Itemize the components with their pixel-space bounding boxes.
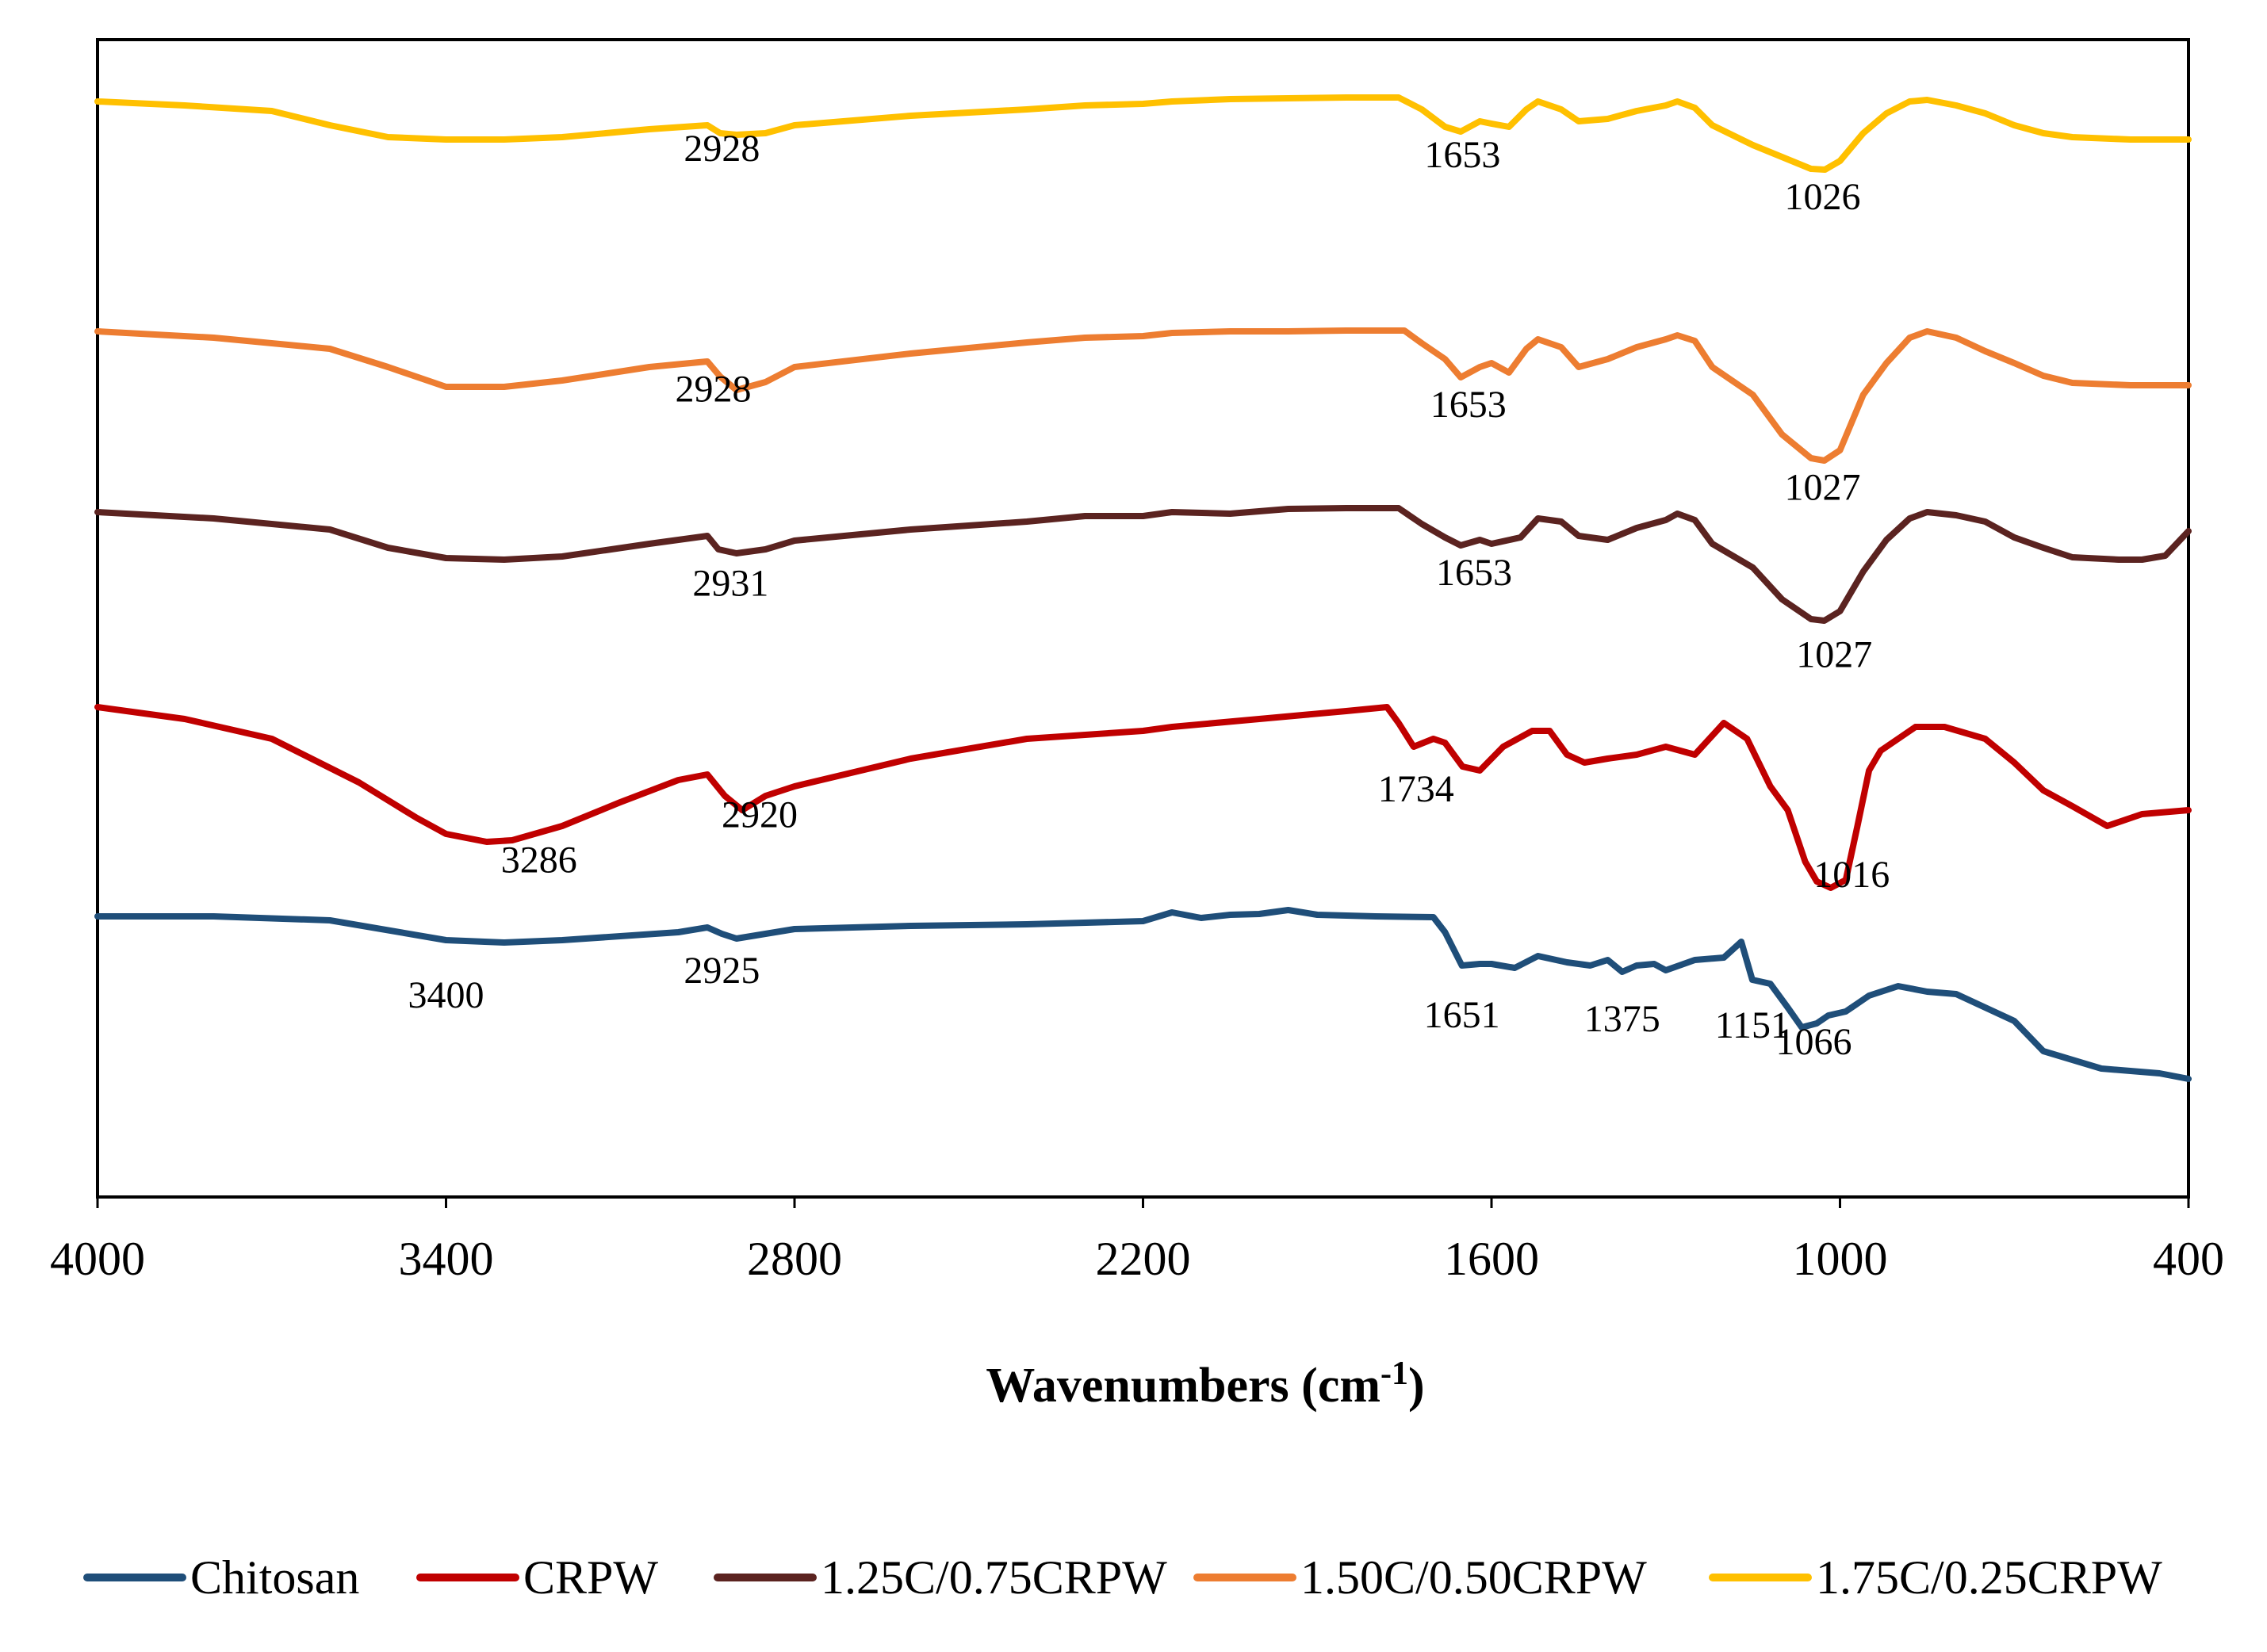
x-tick-label: 4000	[50, 1233, 145, 1285]
peak-label: 2920	[722, 794, 798, 836]
peak-label: 2931	[692, 562, 768, 604]
series-line-3	[94, 327, 2192, 464]
peak-label: 3400	[408, 974, 484, 1016]
series-line-4	[94, 94, 2192, 173]
x-tick-label: 3400	[399, 1233, 494, 1285]
legend-label: 1.50C/0.50CRPW	[1300, 1551, 1647, 1604]
x-axis-title: Wavenumbers (cm-1)	[986, 1356, 1424, 1413]
peak-label: 2928	[676, 369, 752, 411]
x-axis-ticks: 4000 3400 2800 2200 1600 1000 400	[50, 1197, 2224, 1285]
x-tick-label: 400	[2153, 1233, 2224, 1285]
peak-label: 1653	[1436, 552, 1512, 594]
legend-label: CRPW	[523, 1551, 658, 1604]
peak-label: 1651	[1424, 994, 1500, 1036]
peak-label: 1066	[1776, 1021, 1852, 1063]
x-tick-label: 2200	[1096, 1233, 1191, 1285]
x-axis-title-close: )	[1408, 1359, 1425, 1413]
peak-label: 1027	[1796, 633, 1872, 675]
peak-label: 2928	[684, 128, 760, 170]
peak-label: 1734	[1378, 768, 1454, 810]
x-tick-label: 2800	[747, 1233, 842, 1285]
x-tick-label: 1000	[1793, 1233, 1888, 1285]
series-line-2	[94, 505, 2192, 624]
x-axis-title-main: Wavenumbers (cm	[986, 1359, 1380, 1413]
x-tick-label: 1600	[1444, 1233, 1539, 1285]
legend: Chitosan CRPW 1.25C/0.75CRPW 1.50C/0.50CRPW…	[83, 1551, 2162, 1604]
legend-label: 1.25C/0.75CRPW	[821, 1551, 1167, 1604]
peak-label: 1653	[1430, 384, 1507, 426]
x-axis-title-superscript: -1	[1380, 1356, 1408, 1392]
plot-area-frame	[96, 38, 2190, 1199]
peak-label: 3286	[501, 839, 577, 881]
series-layer	[94, 94, 2192, 1082]
series-line-1	[94, 704, 2192, 891]
peak-label: 1016	[1813, 854, 1890, 896]
peak-label: 1027	[1785, 467, 1861, 509]
legend-label: Chitosan	[190, 1551, 359, 1604]
series-line-0	[94, 907, 2192, 1082]
peak-label: 1375	[1584, 998, 1660, 1040]
peak-label: 2925	[684, 950, 760, 992]
peak-label: 1653	[1424, 134, 1500, 176]
peak-label: 1151	[1715, 1004, 1790, 1046]
peak-label: 1026	[1785, 176, 1861, 218]
legend-label: 1.75C/0.25CRPW	[1816, 1551, 2162, 1604]
